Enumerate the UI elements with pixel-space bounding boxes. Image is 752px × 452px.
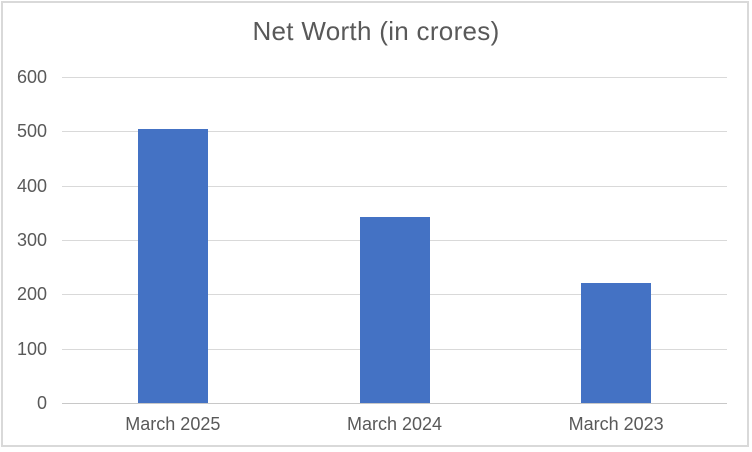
y-tick-label-200: 200	[16, 284, 47, 305]
y-tick-label-400: 400	[16, 175, 47, 196]
y-tick-label-100: 100	[16, 338, 47, 359]
y-tick-label-500: 500	[16, 121, 47, 142]
y-tick-label-0: 0	[36, 393, 47, 413]
bar-march-2023	[581, 283, 652, 403]
bar-march-2025	[137, 128, 208, 403]
gridline-400	[62, 185, 727, 187]
y-tick-label-300: 300	[16, 230, 47, 250]
y-tick-label-600: 600	[16, 67, 47, 87]
x-category-label-march-2025: March 2025	[125, 414, 221, 434]
gridline-600	[62, 77, 727, 78]
chart-title: Net Worth (in crores)	[252, 16, 500, 46]
plot-area	[62, 77, 727, 404]
bar-march-2024	[359, 217, 430, 403]
x-axis-line	[62, 403, 727, 404]
x-category-label-march-2023: March 2023	[568, 414, 664, 434]
gridline-500	[62, 131, 727, 133]
x-category-label-march-2024: March 2024	[346, 414, 443, 434]
